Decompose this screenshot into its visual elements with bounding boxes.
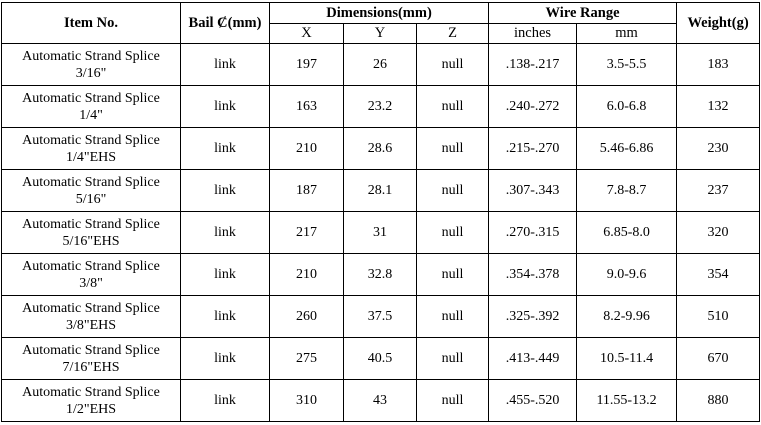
table-cell: .240-.272	[488, 85, 578, 128]
item-cell: Automatic Strand Splice 1/2"EHS	[1, 379, 181, 422]
header-cell: Weight(g)	[676, 2, 761, 44]
table-row: Automatic Strand Splice 3/8"EHS link 260 37…	[1, 295, 761, 338]
subheader-cell: X	[269, 23, 344, 44]
table-cell: .455-.520	[488, 379, 578, 422]
table-cell: 9.0-9.6	[576, 253, 678, 296]
table-cell: 37.5	[343, 295, 417, 338]
table-row: Automatic Strand Splice 5/16"EHS link 217 3…	[1, 211, 761, 254]
table-cell: 237	[676, 169, 761, 212]
table-cell: 230	[676, 127, 761, 170]
subheader-cell: mm	[576, 23, 678, 44]
table-cell: 197	[269, 43, 344, 86]
subheader-cell: Z	[415, 23, 490, 44]
table-cell: 6.85-8.0	[576, 211, 678, 254]
table-cell: link	[180, 127, 270, 170]
table-cell: 320	[676, 211, 761, 254]
table-cell: 210	[269, 127, 344, 170]
table-cell: null	[415, 211, 490, 254]
table-cell: null	[415, 127, 490, 170]
table-cell: 32.8	[343, 253, 417, 296]
item-cell: Automatic Strand Splice 3/16"	[1, 43, 181, 86]
table-cell: 26	[343, 43, 417, 86]
table-cell: .354-.378	[488, 253, 578, 296]
table-row: Automatic Strand Splice 1/4" link 163 23.2 n…	[1, 85, 761, 128]
item-cell: Automatic Strand Splice 1/4"EHS	[1, 127, 181, 170]
table-cell: 23.2	[343, 85, 417, 128]
subheader-cell: inches	[488, 23, 578, 44]
header-cell: Bail Ȼ(mm)	[180, 2, 270, 44]
table-cell: link	[180, 253, 270, 296]
header-cell: Dimensions(mm)	[268, 2, 490, 24]
table-row: Automatic Strand Splice 3/8" link 210 32.8 n…	[1, 253, 761, 296]
table-cell: 183	[676, 43, 761, 86]
table-cell: 3.5-5.5	[576, 43, 678, 86]
table-cell: 163	[269, 85, 344, 128]
table-cell: 132	[676, 85, 761, 128]
table-cell: 880	[676, 379, 761, 422]
table-cell: 31	[343, 211, 417, 254]
table-cell: 7.8-8.7	[576, 169, 678, 212]
table-cell: 40.5	[343, 337, 417, 380]
item-cell: Automatic Strand Splice 1/4"	[1, 85, 181, 128]
table-cell: link	[180, 85, 270, 128]
table-cell: 28.1	[343, 169, 417, 212]
table-cell: .215-.270	[488, 127, 578, 170]
table-cell: 354	[676, 253, 761, 296]
table-cell: .270-.315	[488, 211, 578, 254]
table-cell: .138-.217	[488, 43, 578, 86]
table-cell: 275	[269, 337, 344, 380]
table-cell: 210	[269, 253, 344, 296]
table-cell: 510	[676, 295, 761, 338]
table-cell: .307-.343	[488, 169, 578, 212]
table-cell: 310	[269, 379, 344, 422]
item-cell: Automatic Strand Splice 3/8"EHS	[1, 295, 181, 338]
table-row: Automatic Strand Splice 7/16"EHS link 275 4…	[1, 337, 761, 380]
table-cell: 217	[269, 211, 344, 254]
table-cell: null	[415, 85, 490, 128]
header-cell: Wire Range	[488, 2, 678, 24]
table-cell: null	[415, 169, 490, 212]
table-cell: null	[415, 253, 490, 296]
table-cell: 43	[343, 379, 417, 422]
item-cell: Automatic Strand Splice 5/16"	[1, 169, 181, 212]
table-cell: link	[180, 295, 270, 338]
table-cell: .413-.449	[488, 337, 578, 380]
table-cell: null	[415, 337, 490, 380]
table-cell: link	[180, 379, 270, 422]
table-cell: link	[180, 169, 270, 212]
table-cell: link	[180, 43, 270, 86]
item-cell: Automatic Strand Splice 3/8"	[1, 253, 181, 296]
subheader-cell: Y	[343, 23, 417, 44]
table-cell: 8.2-9.96	[576, 295, 678, 338]
table-cell: link	[180, 211, 270, 254]
table-cell: 260	[269, 295, 344, 338]
table-cell: 28.6	[343, 127, 417, 170]
table-cell: 187	[269, 169, 344, 212]
table-cell: link	[180, 337, 270, 380]
table-row: Automatic Strand Splice 1/4"EHS link 210 28…	[1, 127, 761, 170]
table-cell: 11.55-13.2	[576, 379, 678, 422]
table-row: Automatic Strand Splice 3/16" link 197 26 nu…	[1, 43, 761, 86]
table-cell: 670	[676, 337, 761, 380]
table-cell: .325-.392	[488, 295, 578, 338]
table-row: Automatic Strand Splice 1/2"EHS link 310 43…	[1, 379, 761, 422]
table-cell: 6.0-6.8	[576, 85, 678, 128]
table-cell: null	[415, 379, 490, 422]
table-cell: null	[415, 43, 490, 86]
header-cell: Item No.	[1, 2, 181, 44]
item-cell: Automatic Strand Splice 5/16"EHS	[1, 211, 181, 254]
table-row: Automatic Strand Splice 5/16" link 187 28.1…	[1, 169, 761, 212]
table-body: Automatic Strand Splice 3/16" link 197 26 nu…	[1, 43, 761, 422]
table-header: Item No. Bail Ȼ(mm) Dimensions(mm) Wire …	[1, 2, 761, 44]
table-cell: 10.5-11.4	[576, 337, 678, 380]
item-cell: Automatic Strand Splice 7/16"EHS	[1, 337, 181, 380]
table-cell: 5.46-6.86	[576, 127, 678, 170]
table-cell: null	[415, 295, 490, 338]
